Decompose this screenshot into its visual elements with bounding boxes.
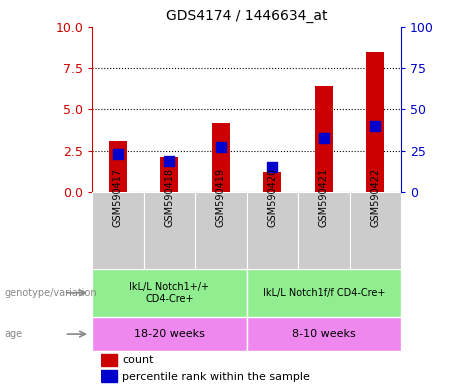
Text: GSM590418: GSM590418 [165,167,174,227]
Point [217,144,225,151]
Point [372,123,379,129]
Point [166,157,173,164]
Text: GSM590417: GSM590417 [113,167,123,227]
Text: IkL/L Notch1+/+
CD4-Cre+: IkL/L Notch1+/+ CD4-Cre+ [130,282,209,304]
Bar [247,317,401,351]
Text: IkL/L Notch1f/f CD4-Cre+: IkL/L Notch1f/f CD4-Cre+ [263,288,385,298]
Bar [212,122,230,192]
Bar [298,192,349,269]
Bar [92,269,247,317]
Text: GSM590419: GSM590419 [216,167,226,227]
Text: genotype/variation: genotype/variation [5,288,97,298]
Bar [195,192,247,269]
Text: 8-10 weeks: 8-10 weeks [292,329,356,339]
Bar [144,192,195,269]
Bar [160,157,178,192]
Bar [263,172,281,192]
Bar [349,192,401,269]
Bar [101,354,117,366]
Bar [247,192,298,269]
Bar [315,86,333,192]
Text: GSM590422: GSM590422 [370,167,380,227]
Text: GSM590421: GSM590421 [319,167,329,227]
Point [114,151,122,157]
Point [269,164,276,170]
Bar [366,52,384,192]
Bar [92,317,247,351]
Text: age: age [5,329,23,339]
Bar [92,192,144,269]
Point [320,134,327,141]
Text: count: count [122,356,154,366]
Text: GSM590420: GSM590420 [267,167,278,227]
Bar [109,141,127,192]
Bar [247,269,401,317]
Text: percentile rank within the sample: percentile rank within the sample [122,372,310,382]
Bar [101,370,117,382]
Title: GDS4174 / 1446634_at: GDS4174 / 1446634_at [166,9,327,23]
Text: 18-20 weeks: 18-20 weeks [134,329,205,339]
